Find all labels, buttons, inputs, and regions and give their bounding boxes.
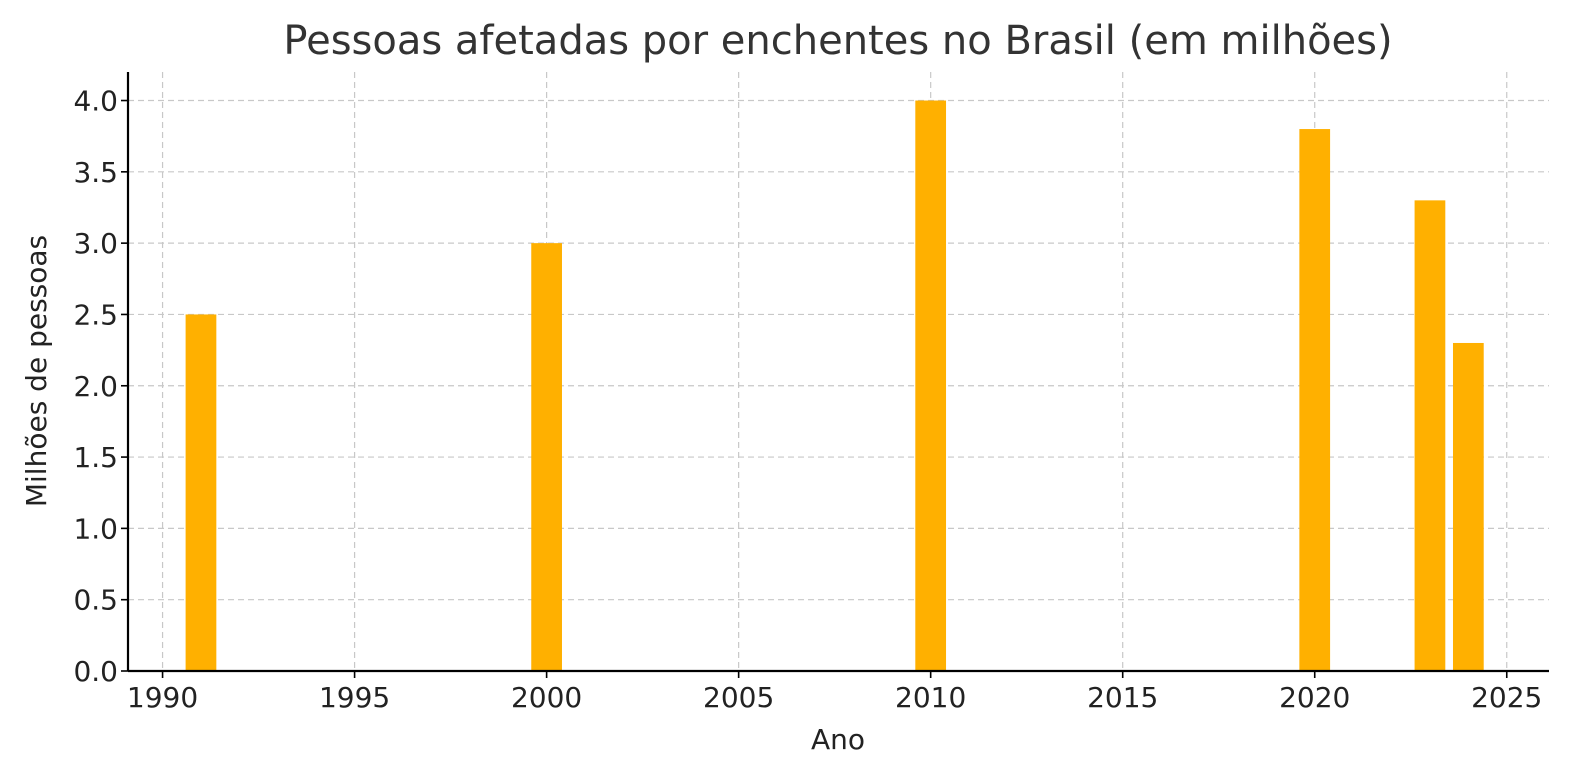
x-axis-label: Ano xyxy=(811,723,865,756)
axes xyxy=(126,72,1549,673)
y-tick-label: 1.0 xyxy=(73,512,118,545)
bars xyxy=(185,100,1484,672)
x-tick-label: 2000 xyxy=(511,681,582,714)
x-tick-label: 2025 xyxy=(1471,681,1542,714)
grid-lines xyxy=(128,72,1549,672)
x-tick-label: 2020 xyxy=(1279,681,1350,714)
y-axis-label: Milhões de pessoas xyxy=(20,235,53,507)
bar-1991 xyxy=(185,314,217,671)
bar-2010 xyxy=(915,100,947,672)
bar-2000 xyxy=(531,243,562,671)
y-tick-label: 2.5 xyxy=(73,298,118,331)
bar-2020 xyxy=(1299,129,1331,672)
y-ticks: 0.0 0.5 1.0 1.5 2.0 2.5 3.0 3.5 4.0 xyxy=(73,85,128,688)
bar-2023 xyxy=(1414,200,1446,671)
x-tick-label: 2010 xyxy=(895,681,966,714)
chart-title: Pessoas afetadas por enchentes no Brasil… xyxy=(283,18,1392,64)
x-tick-label: 1990 xyxy=(127,681,198,714)
bar-2024 xyxy=(1452,342,1484,671)
y-tick-label: 3.0 xyxy=(73,227,118,260)
x-ticks: 1990 1995 2000 2005 2010 2015 2020 2025 xyxy=(127,671,1542,714)
y-tick-label: 0.5 xyxy=(73,584,118,617)
x-tick-label: 2005 xyxy=(703,681,774,714)
x-tick-label: 2015 xyxy=(1087,681,1158,714)
y-tick-label: 1.5 xyxy=(73,441,118,474)
y-tick-label: 4.0 xyxy=(73,85,118,118)
y-tick-label: 3.5 xyxy=(73,156,118,189)
y-tick-label: 0.0 xyxy=(73,655,118,688)
x-tick-label: 1995 xyxy=(319,681,390,714)
y-tick-label: 2.0 xyxy=(73,370,118,403)
